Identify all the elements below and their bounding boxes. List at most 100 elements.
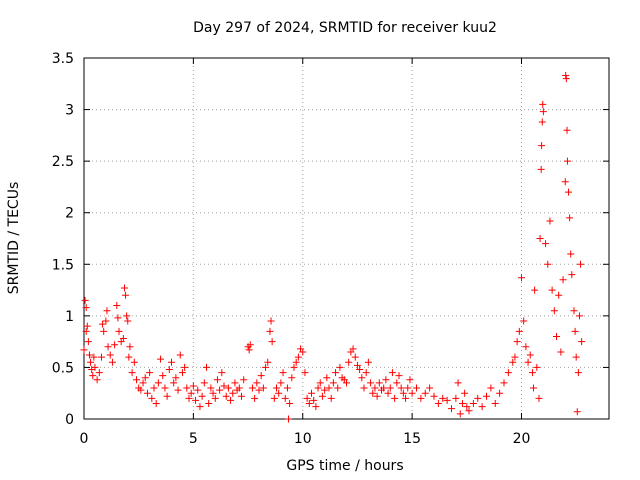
data-point — [572, 353, 580, 361]
data-point — [93, 376, 101, 384]
y-tick-label: 3 — [65, 103, 74, 119]
data-point — [456, 410, 464, 418]
data-point — [443, 396, 451, 404]
data-point — [120, 284, 128, 292]
y-tick-label: 1 — [65, 309, 74, 325]
data-point — [515, 327, 523, 335]
data-point — [421, 389, 429, 397]
data-point — [461, 389, 469, 397]
data-point — [336, 363, 344, 371]
data-point — [113, 302, 121, 310]
x-axis-label: GPS time / hours — [286, 458, 403, 474]
data-point — [555, 291, 563, 299]
data-point — [290, 363, 298, 371]
data-point — [266, 327, 274, 335]
data-point — [458, 400, 466, 408]
data-point — [553, 332, 560, 340]
data-point — [176, 351, 184, 359]
y-tick-label: 2 — [65, 206, 74, 222]
data-point — [528, 369, 536, 377]
data-point — [172, 374, 180, 382]
data-point — [238, 392, 245, 400]
data-point — [369, 389, 377, 397]
data-point — [469, 400, 477, 408]
data-point — [408, 389, 416, 397]
data-point — [104, 343, 112, 351]
data-point — [538, 142, 546, 150]
data-point — [417, 394, 425, 402]
data-point — [157, 355, 165, 363]
x-tick-label: 20 — [513, 431, 531, 447]
data-point — [557, 348, 565, 356]
data-point — [161, 384, 169, 392]
data-point — [542, 240, 550, 248]
data-point — [122, 291, 130, 299]
data-point — [125, 353, 133, 361]
data-point — [283, 384, 291, 392]
y-tick-label: 0.5 — [52, 360, 74, 376]
data-point — [137, 386, 145, 394]
data-point — [537, 165, 545, 173]
data-point — [575, 312, 583, 320]
data-point — [562, 75, 570, 83]
data-point — [301, 369, 309, 377]
data-point — [373, 392, 381, 400]
data-point — [267, 317, 275, 325]
data-point — [80, 346, 88, 354]
data-point — [316, 379, 324, 387]
data-point — [262, 363, 270, 371]
data-point — [152, 400, 160, 408]
data-point — [393, 379, 401, 387]
data-point — [270, 394, 278, 402]
data-point — [563, 157, 571, 165]
data-point — [213, 376, 221, 384]
data-point — [85, 351, 93, 359]
data-point — [539, 100, 547, 108]
data-point — [163, 392, 171, 400]
data-point — [474, 394, 482, 402]
data-point — [314, 384, 322, 392]
data-point — [126, 343, 134, 351]
data-point — [123, 312, 131, 320]
data-point — [570, 307, 578, 315]
data-point — [567, 250, 575, 258]
grid-lines — [84, 58, 609, 419]
data-point — [327, 394, 335, 402]
x-tick-label: 0 — [80, 431, 89, 447]
data-point — [196, 403, 204, 411]
data-point — [303, 394, 311, 402]
data-point — [259, 384, 267, 392]
data-point — [362, 369, 370, 377]
data-point — [536, 235, 544, 242]
data-point — [246, 341, 254, 349]
data-point — [522, 343, 530, 351]
data-point — [318, 392, 326, 400]
data-point — [292, 358, 300, 366]
data-point — [139, 379, 147, 387]
data-point — [148, 394, 156, 402]
data-point — [353, 361, 361, 369]
data-point — [150, 384, 158, 392]
data-point — [205, 400, 213, 408]
data-point — [561, 178, 569, 186]
y-tick-label: 1.5 — [52, 257, 74, 273]
data-point — [181, 363, 189, 371]
data-point — [356, 365, 364, 373]
data-point — [220, 382, 228, 390]
data-point — [371, 384, 379, 392]
data-point — [364, 358, 372, 366]
data-point — [563, 126, 571, 134]
data-point — [174, 386, 182, 394]
data-point — [87, 358, 95, 366]
data-point — [571, 327, 579, 335]
data-point — [209, 389, 217, 397]
data-point — [325, 384, 333, 392]
data-point — [81, 296, 89, 304]
data-point — [128, 369, 136, 377]
data-point — [240, 376, 248, 384]
y-tick-label: 3.5 — [52, 51, 74, 67]
data-point — [384, 389, 392, 397]
data-point — [574, 369, 582, 377]
data-point — [349, 345, 357, 353]
